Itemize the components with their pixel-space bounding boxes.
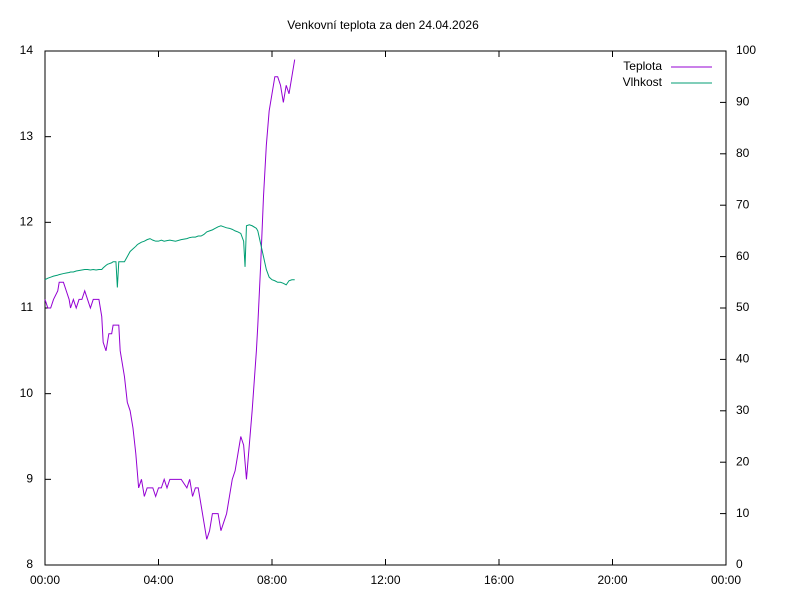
- y-tick-label: 13: [20, 129, 34, 143]
- y2-tick-label: 30: [736, 403, 750, 417]
- y2-tick-label: 10: [736, 506, 750, 520]
- y2-tick-label: 100: [736, 43, 756, 57]
- x-tick-label: 08:00: [257, 573, 287, 587]
- x-tick-label: 20:00: [597, 573, 627, 587]
- x-tick-label: 16:00: [484, 573, 514, 587]
- y2-tick-label: 90: [736, 95, 750, 109]
- x-tick-label: 04:00: [143, 573, 173, 587]
- x-tick-label: 00:00: [711, 573, 741, 587]
- x-tick-label: 12:00: [370, 573, 400, 587]
- chart-title: Venkovní teplota za den 24.04.2026: [287, 18, 479, 32]
- legend-label: Vlhkost: [623, 75, 663, 89]
- y2-tick-label: 60: [736, 249, 750, 263]
- y2-tick-label: 80: [736, 146, 750, 160]
- y2-tick-label: 70: [736, 197, 750, 211]
- y-tick-label: 12: [20, 215, 34, 229]
- y2-tick-label: 0: [736, 557, 743, 571]
- x-tick-label: 00:00: [30, 573, 60, 587]
- y2-tick-label: 20: [736, 454, 750, 468]
- y-tick-label: 9: [26, 472, 33, 486]
- y-tick-label: 8: [26, 557, 33, 571]
- y2-tick-label: 40: [736, 352, 750, 366]
- y2-tick-label: 50: [736, 300, 750, 314]
- series-line: [44, 224, 295, 288]
- y-tick-label: 10: [20, 386, 34, 400]
- legend-label: Teplota: [623, 59, 662, 73]
- y-tick-label: 11: [21, 300, 34, 314]
- series-line: [44, 59, 296, 540]
- y-tick-label: 14: [20, 43, 34, 57]
